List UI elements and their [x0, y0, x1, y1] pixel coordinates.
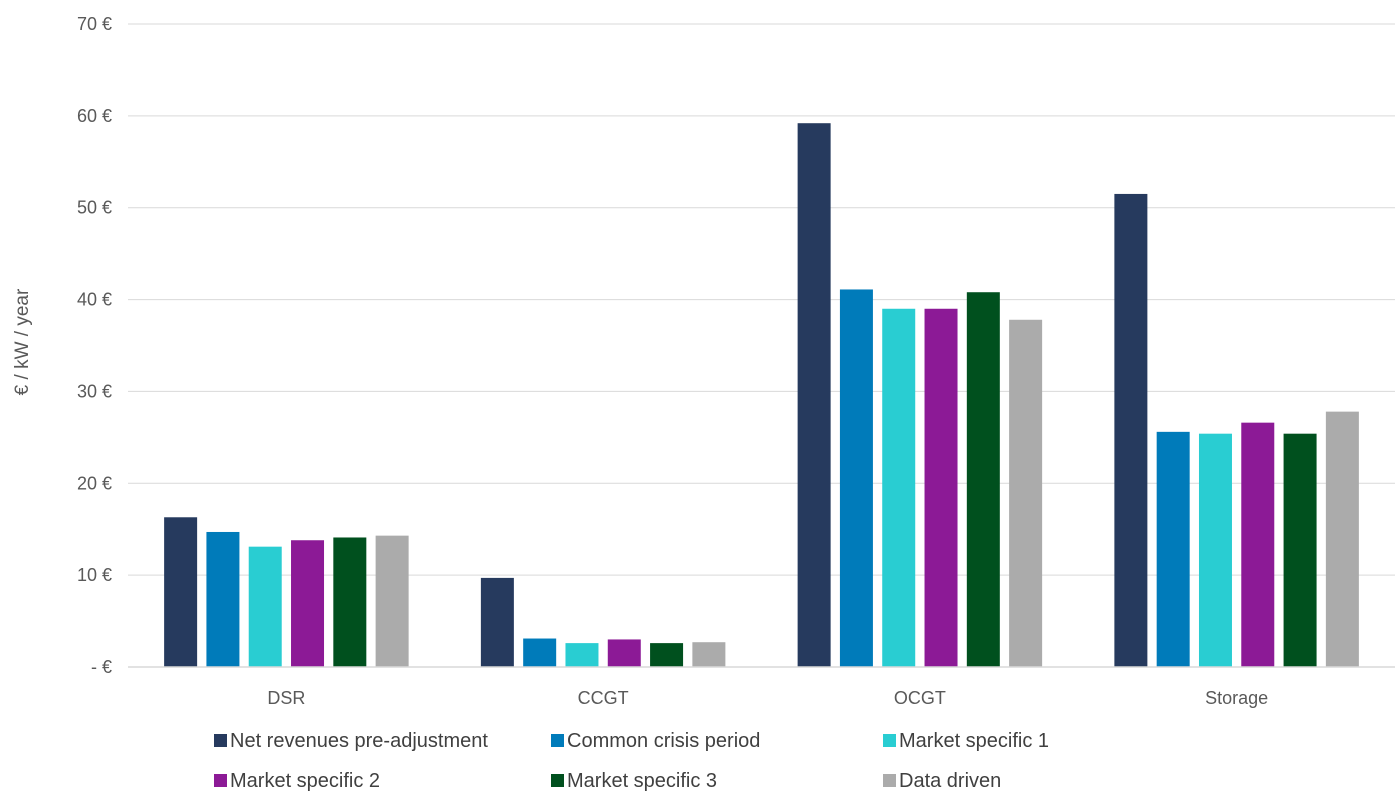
bar-storage-common-crisis-period — [1156, 431, 1190, 667]
bar-ocgt-market-specific-2 — [924, 308, 958, 667]
bar-dsr-market-specific-1 — [248, 546, 282, 667]
legend-label: Data driven — [899, 770, 1001, 792]
bar-ccgt-market-specific-3 — [650, 643, 684, 667]
bar-dsr-common-crisis-period — [206, 531, 240, 667]
y-tick-label: 10 € — [77, 565, 112, 585]
legend: Net revenues pre-adjustment Common crisis… — [214, 730, 1049, 792]
bar-ccgt-market-specific-2 — [607, 639, 641, 667]
y-tick-label: 20 € — [77, 473, 112, 493]
bar-ccgt-market-specific-1 — [565, 643, 599, 667]
y-tick-label: 50 € — [77, 198, 112, 218]
legend-swatch — [551, 734, 564, 747]
legend-label: Net revenues pre-adjustment — [230, 730, 488, 752]
x-category-label: CCGT — [578, 688, 629, 708]
gridlines — [128, 23, 1395, 576]
bar-ocgt-market-specific-1 — [882, 308, 916, 667]
y-tick-label: - € — [91, 657, 112, 677]
bar-ocgt-market-specific-3 — [966, 292, 1000, 667]
legend-label: Market specific 3 — [567, 770, 717, 792]
bar-dsr-market-specific-3 — [333, 537, 367, 667]
bar-dsr-data-driven — [375, 535, 409, 667]
x-category-label: Storage — [1205, 688, 1268, 708]
legend-label: Market specific 1 — [899, 730, 1049, 752]
y-axis-label: € / kW / year — [12, 288, 33, 395]
y-tick-label: 70 € — [77, 14, 112, 34]
y-axis-ticks: - € 10 € 20 € 30 € 40 € 50 € 60 € 70 € — [77, 14, 112, 677]
bar-dsr-net-revenues-pre-adjustment — [164, 517, 198, 667]
bar-ccgt-common-crisis-period — [523, 638, 557, 667]
x-axis-categories: DSR CCGT OCGT Storage — [267, 688, 1268, 708]
bar-ocgt-net-revenues-pre-adjustment — [797, 123, 831, 668]
y-tick-label: 40 € — [77, 290, 112, 310]
x-category-label: DSR — [267, 688, 305, 708]
legend-swatch — [214, 734, 227, 747]
bar-storage-market-specific-3 — [1283, 433, 1317, 667]
bar-ocgt-data-driven — [1009, 319, 1043, 667]
bar-ccgt-net-revenues-pre-adjustment — [480, 577, 514, 667]
legend-swatch — [551, 774, 564, 787]
y-tick-label: 30 € — [77, 381, 112, 401]
bar-ccgt-data-driven — [692, 642, 726, 667]
bar-dsr-market-specific-2 — [291, 540, 325, 667]
legend-swatch — [883, 734, 896, 747]
bar-storage-market-specific-1 — [1198, 433, 1232, 667]
bar-storage-data-driven — [1325, 411, 1359, 667]
legend-swatch — [883, 774, 896, 787]
x-category-label: OCGT — [894, 688, 946, 708]
legend-label: Common crisis period — [567, 730, 760, 752]
bar-storage-net-revenues-pre-adjustment — [1114, 193, 1148, 667]
y-tick-label: 60 € — [77, 106, 112, 126]
legend-label: Market specific 2 — [230, 770, 380, 792]
bars — [164, 123, 1359, 668]
bar-storage-market-specific-2 — [1241, 422, 1275, 667]
bar-ocgt-common-crisis-period — [839, 289, 873, 667]
legend-swatch — [214, 774, 227, 787]
